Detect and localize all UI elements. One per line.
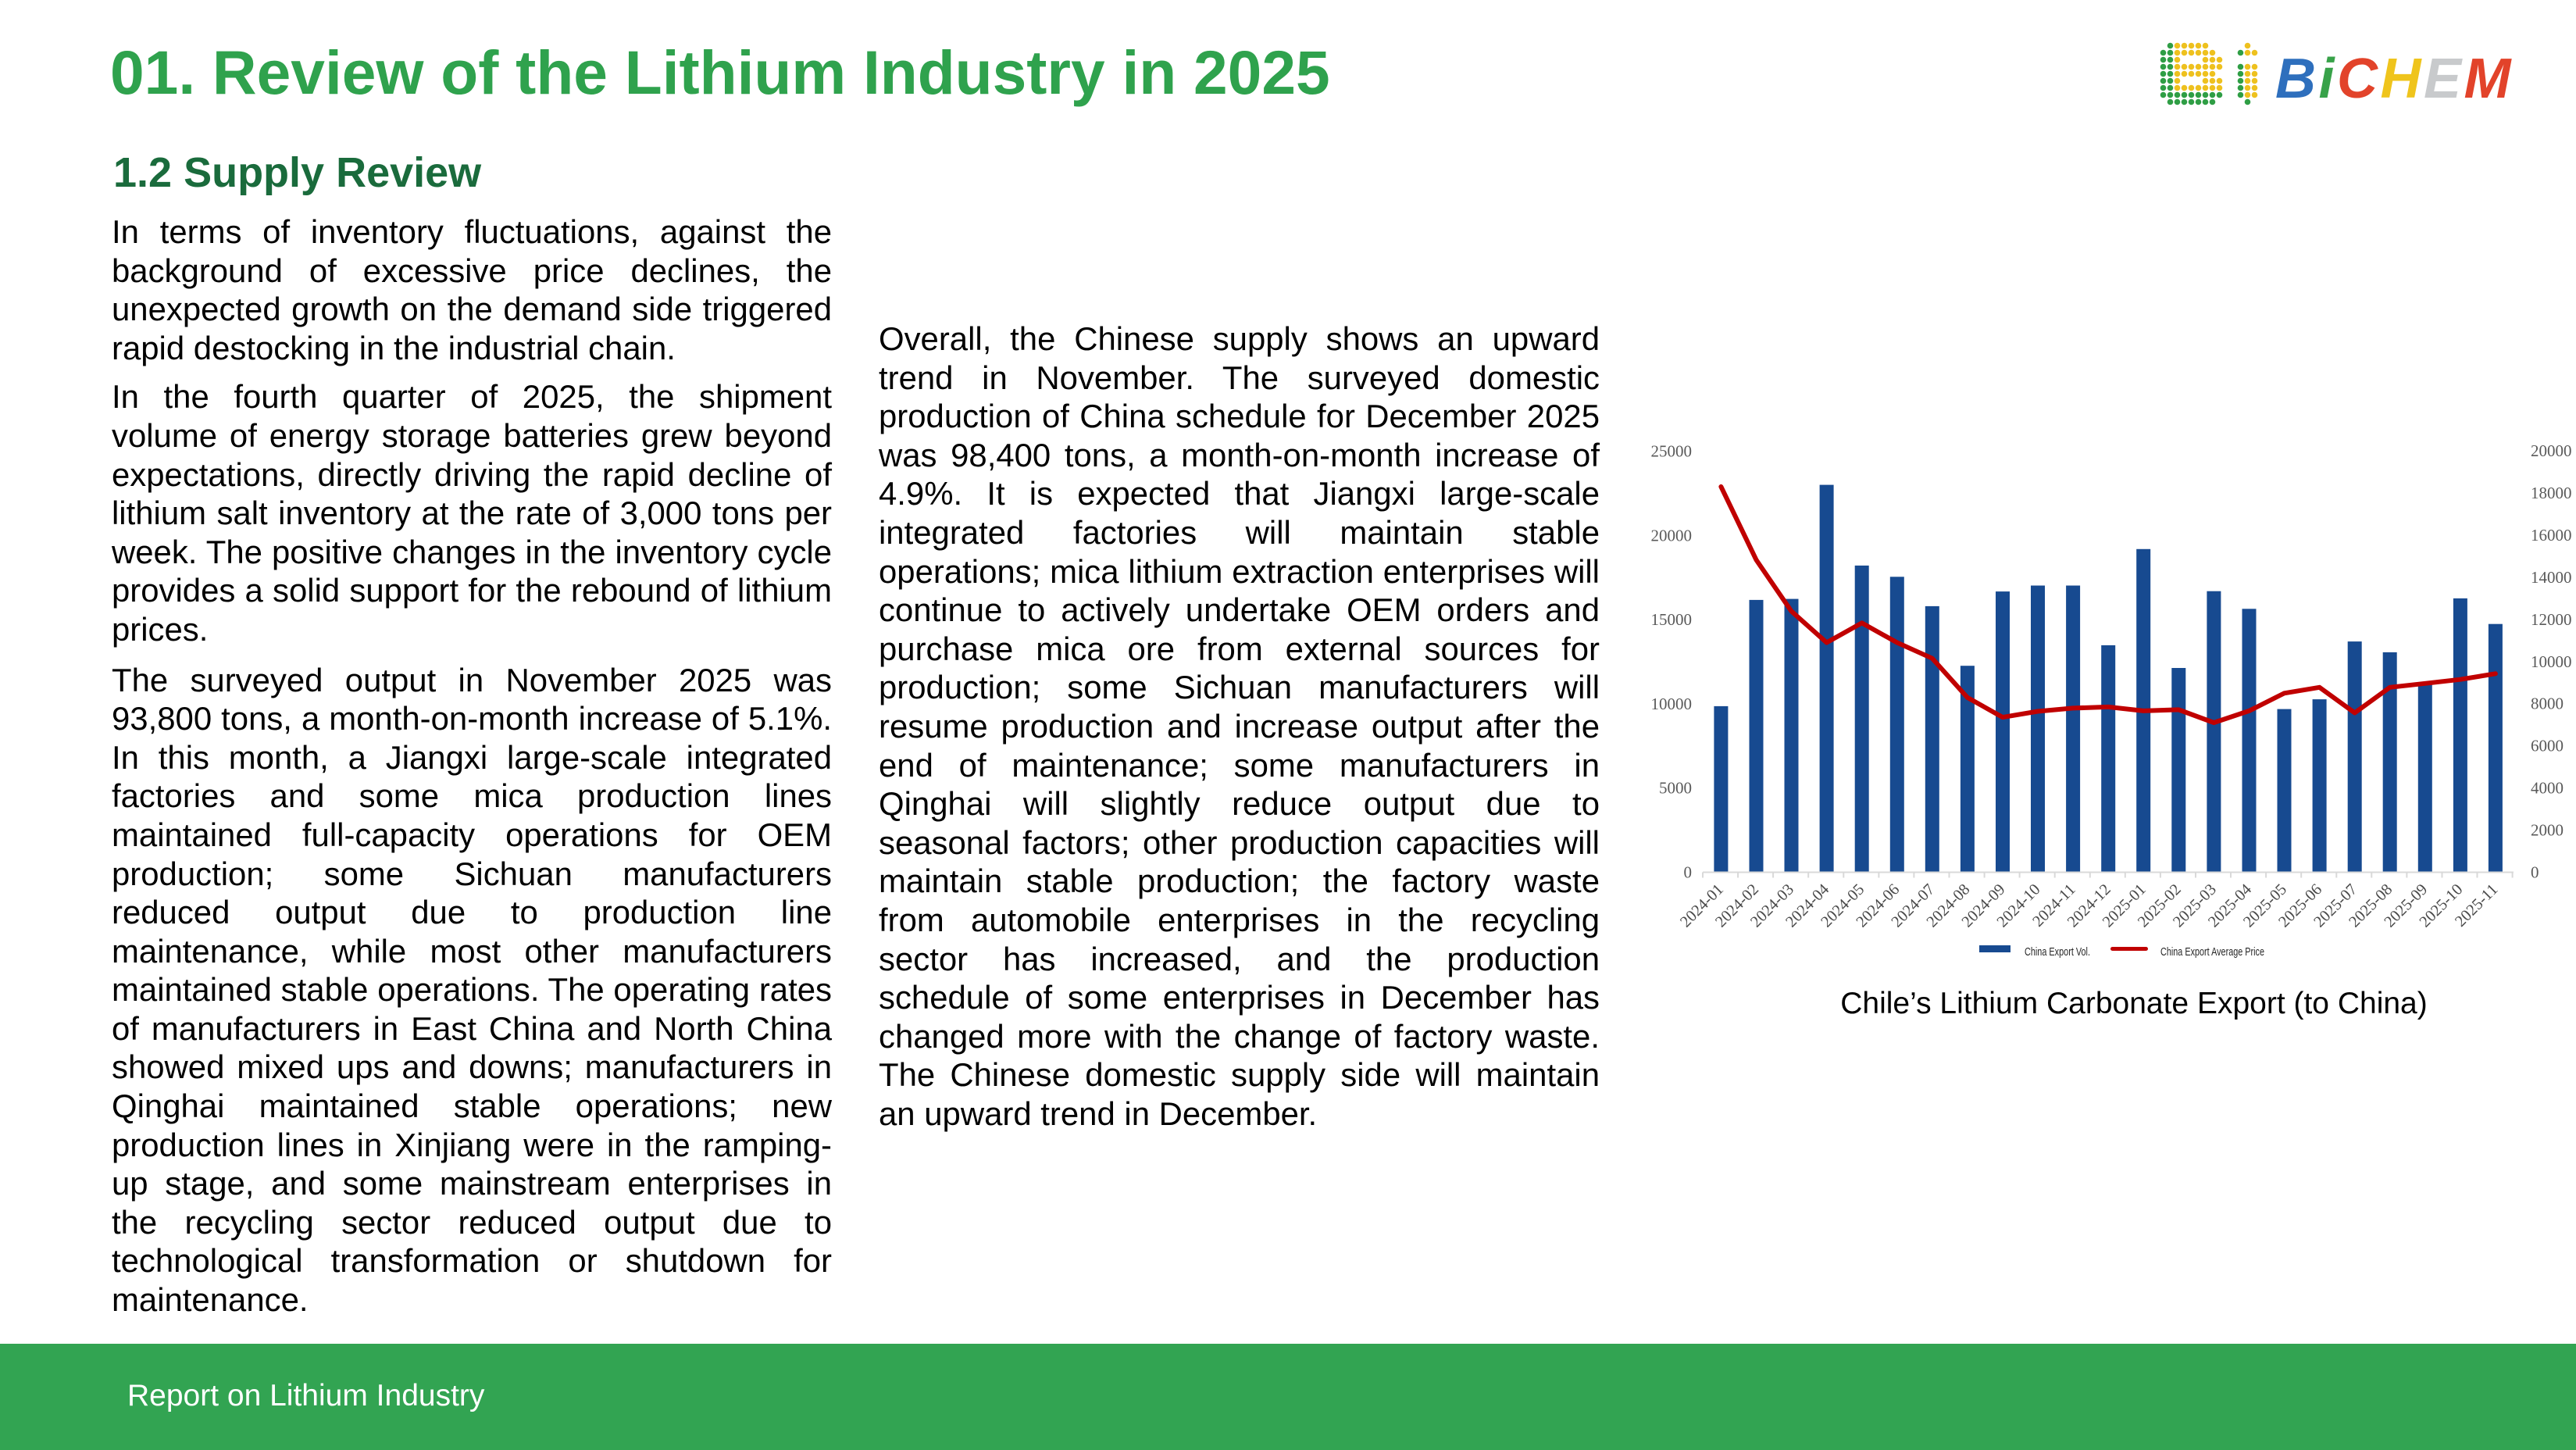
svg-text:18000: 18000 xyxy=(2531,484,2572,502)
svg-text:5000: 5000 xyxy=(1659,779,1692,798)
svg-text:14000: 14000 xyxy=(2531,568,2572,587)
svg-text:20000: 20000 xyxy=(1651,526,1693,545)
svg-text:China Export Vol.: China Export Vol. xyxy=(2025,945,2090,959)
svg-text:2000: 2000 xyxy=(2531,821,2564,840)
svg-text:8000: 8000 xyxy=(2531,695,2564,713)
svg-text:20000: 20000 xyxy=(2531,441,2572,460)
svg-text:0: 0 xyxy=(1684,863,1693,882)
svg-text:10000: 10000 xyxy=(1651,695,1693,713)
svg-text:4000: 4000 xyxy=(2531,779,2564,798)
svg-text:15000: 15000 xyxy=(1651,610,1693,629)
svg-text:0: 0 xyxy=(2531,863,2539,882)
svg-text:12000: 12000 xyxy=(2531,610,2572,629)
svg-text:China Export Average Price: China Export Average Price xyxy=(2160,945,2264,959)
svg-text:25000: 25000 xyxy=(1651,442,1693,461)
svg-text:6000: 6000 xyxy=(2531,737,2564,755)
svg-text:10000: 10000 xyxy=(2531,652,2572,671)
svg-text:16000: 16000 xyxy=(2531,526,2572,545)
